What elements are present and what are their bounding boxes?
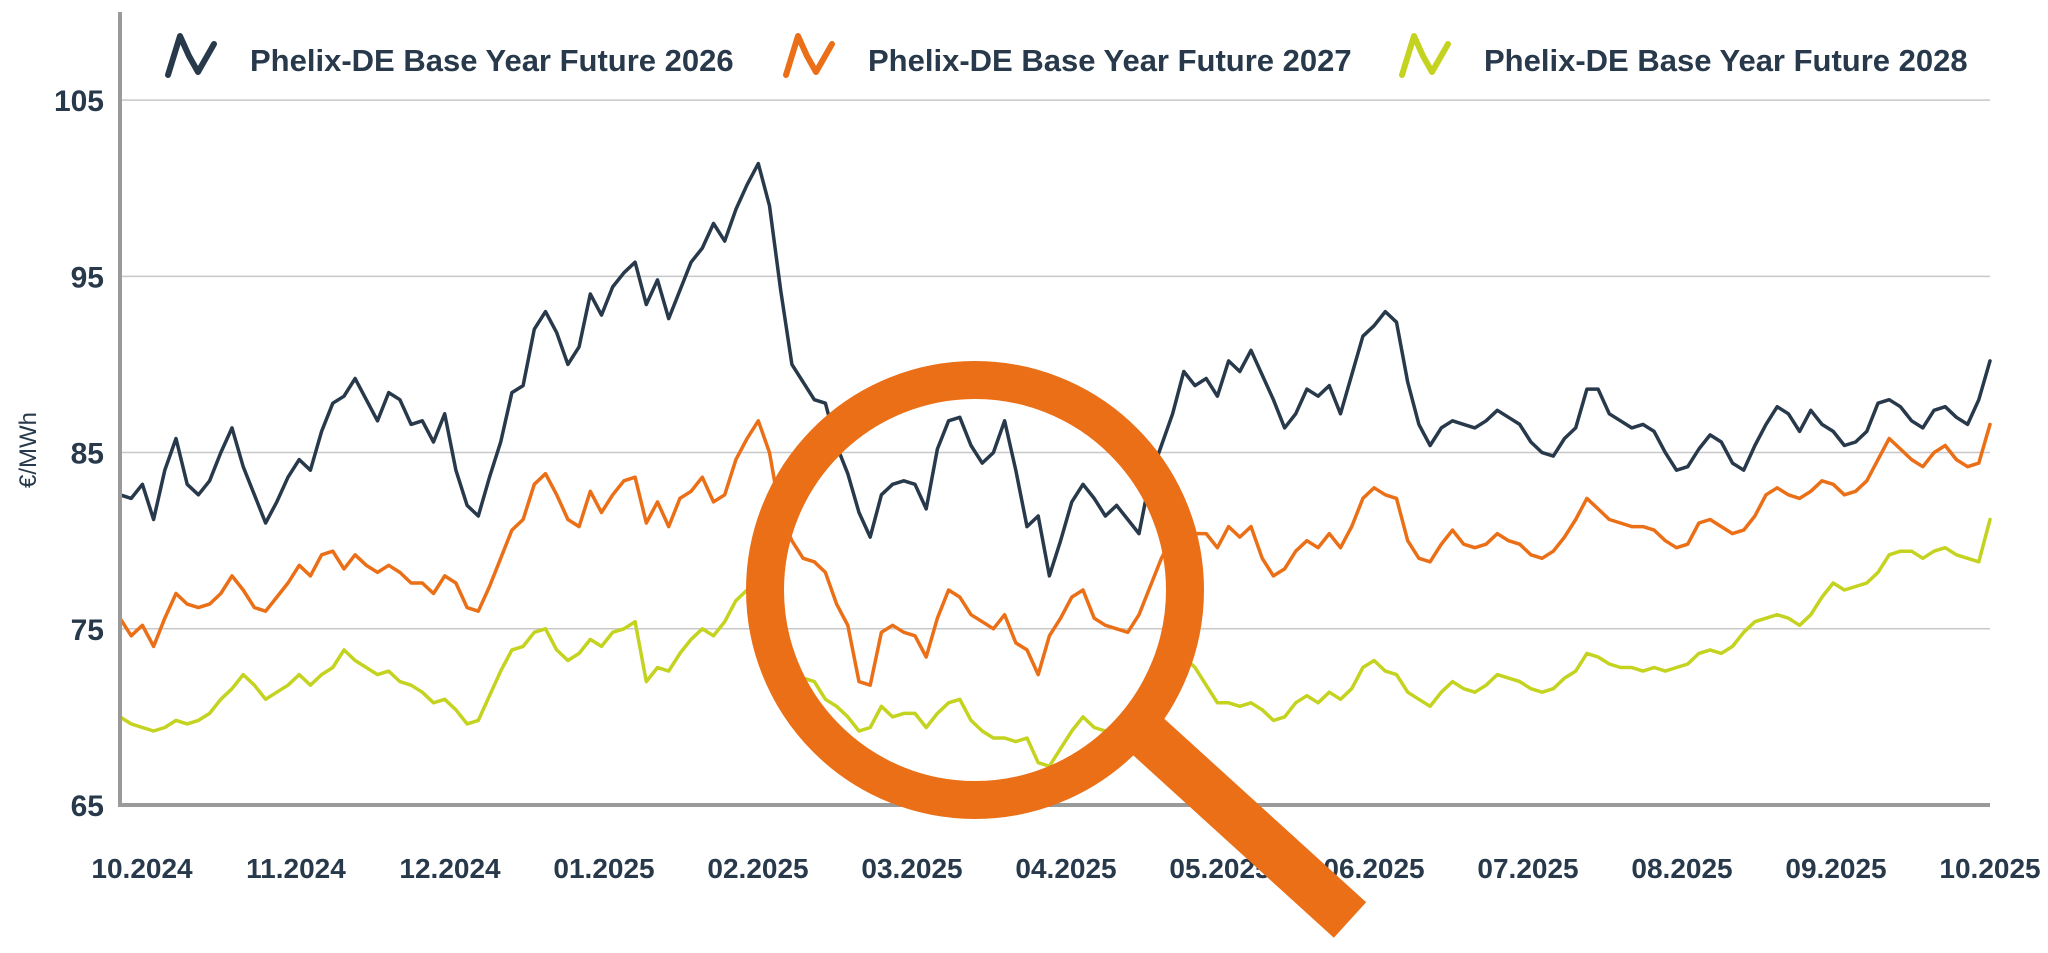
x-tick-label: 09.2025 [1785,853,1886,884]
y-tick-label: 85 [71,438,104,471]
zigzag-icon [165,33,217,78]
y-tick-label: 105 [54,85,104,118]
legend-label: Phelix-DE Base Year Future 2026 [250,43,734,78]
legend-item-2: Phelix-DE Base Year Future 2027 [783,33,1352,78]
zigzag-icon [1399,33,1451,78]
x-tick-label: 07.2025 [1477,853,1578,884]
x-tick-label: 10.2024 [91,853,193,884]
x-tick-label: 04.2025 [1015,853,1116,884]
legend-label: Phelix-DE Base Year Future 2028 [1484,43,1968,78]
x-tick-label: 11.2024 [246,853,346,884]
x-tick-label: 10.2025 [1939,853,2040,884]
y-tick-label: 95 [71,261,104,294]
grid-lines [120,99,1990,630]
legend-item-1: Phelix-DE Base Year Future 2026 [165,33,734,78]
y-axis-label: €/MWh [15,412,42,488]
x-tick-label: 08.2025 [1631,853,1732,884]
series-lines [118,161,1992,768]
x-tick-label: 12.2024 [399,853,501,884]
magnifier-handle [1113,702,1367,938]
legend: Phelix-DE Base Year Future 2026 Phelix-DE… [165,33,1968,78]
x-tick-label: 03.2025 [861,853,962,884]
magnifier-ring [746,361,1204,819]
series-line-1 [118,161,1992,578]
x-tick-labels: 10.2024 11.2024 12.2024 01.2025 02.2025 03.20… [91,853,2040,884]
y-tick-labels: 65 75 85 95 105 [54,85,104,823]
magnifying-glass-icon [746,361,1367,938]
x-tick-label: 02.2025 [707,853,808,884]
legend-item-3: Phelix-DE Base Year Future 2028 [1399,33,1968,78]
axes [118,12,1990,807]
legend-label: Phelix-DE Base Year Future 2027 [868,43,1352,78]
series-line-3 [118,517,1992,768]
y-tick-label: 65 [71,790,104,823]
zigzag-icon [783,33,835,78]
x-tick-label: 01.2025 [553,853,654,884]
y-tick-label: 75 [71,614,104,647]
series-line-2 [118,419,1992,687]
